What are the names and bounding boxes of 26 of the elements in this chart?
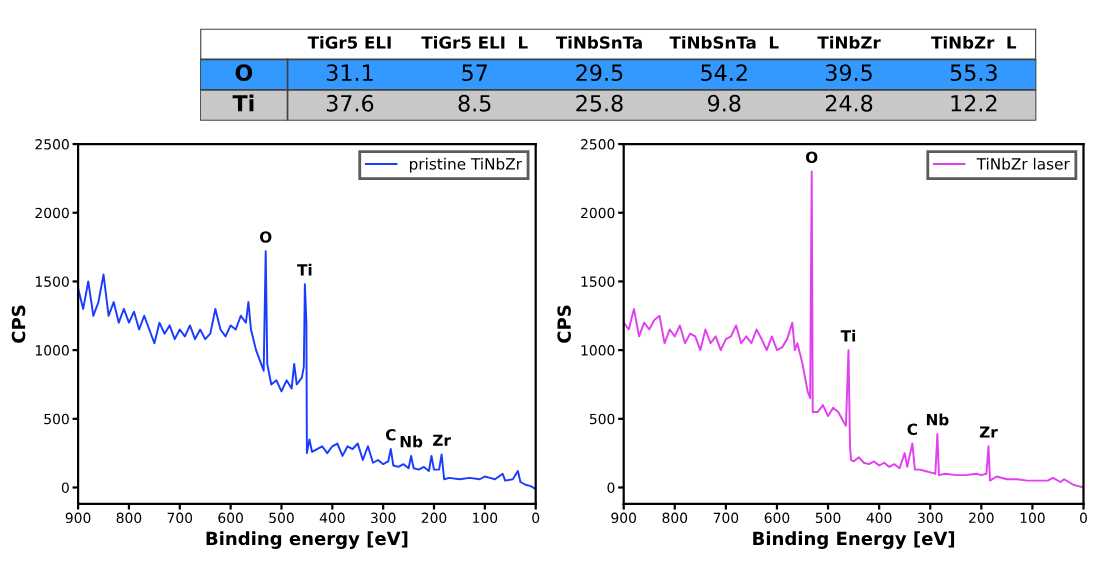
data-label: 57 (462, 64, 487, 82)
y-axis-title: CPS (11, 305, 26, 343)
data-label: 54.2 (701, 64, 747, 82)
category-label: TiNbSnTa (555, 35, 642, 49)
category-label: TiGr5 ELI (307, 35, 391, 49)
line-series (623, 170, 1084, 489)
series-label: O (235, 64, 253, 82)
line-series (78, 250, 536, 490)
category-label: TiGr5 ELI L (421, 35, 528, 49)
category-label: TiNbZr (817, 35, 881, 49)
data-label: 31.1 (326, 64, 373, 82)
data-label: 29.5 (576, 64, 623, 82)
data-label: 8.5 (458, 94, 491, 112)
category-label: TiNbZr L (931, 35, 1017, 49)
category-label: TiNbSnTa L (669, 35, 779, 49)
x-axis-title: Binding energy [eV] (206, 531, 408, 549)
series-label: Ti (232, 94, 254, 112)
x-axis-title: Binding Energy [eV] (753, 531, 955, 549)
data-label: 25.8 (576, 94, 623, 112)
data-label: 39.5 (825, 64, 872, 82)
data-label: 24.8 (825, 94, 873, 112)
y-axis-title: CPS (557, 305, 571, 343)
data-label: 9.8 (707, 94, 741, 112)
data-label: 37.6 (326, 94, 374, 112)
data-label: 12.2 (951, 94, 997, 112)
data-label: 55.3 (950, 64, 997, 82)
